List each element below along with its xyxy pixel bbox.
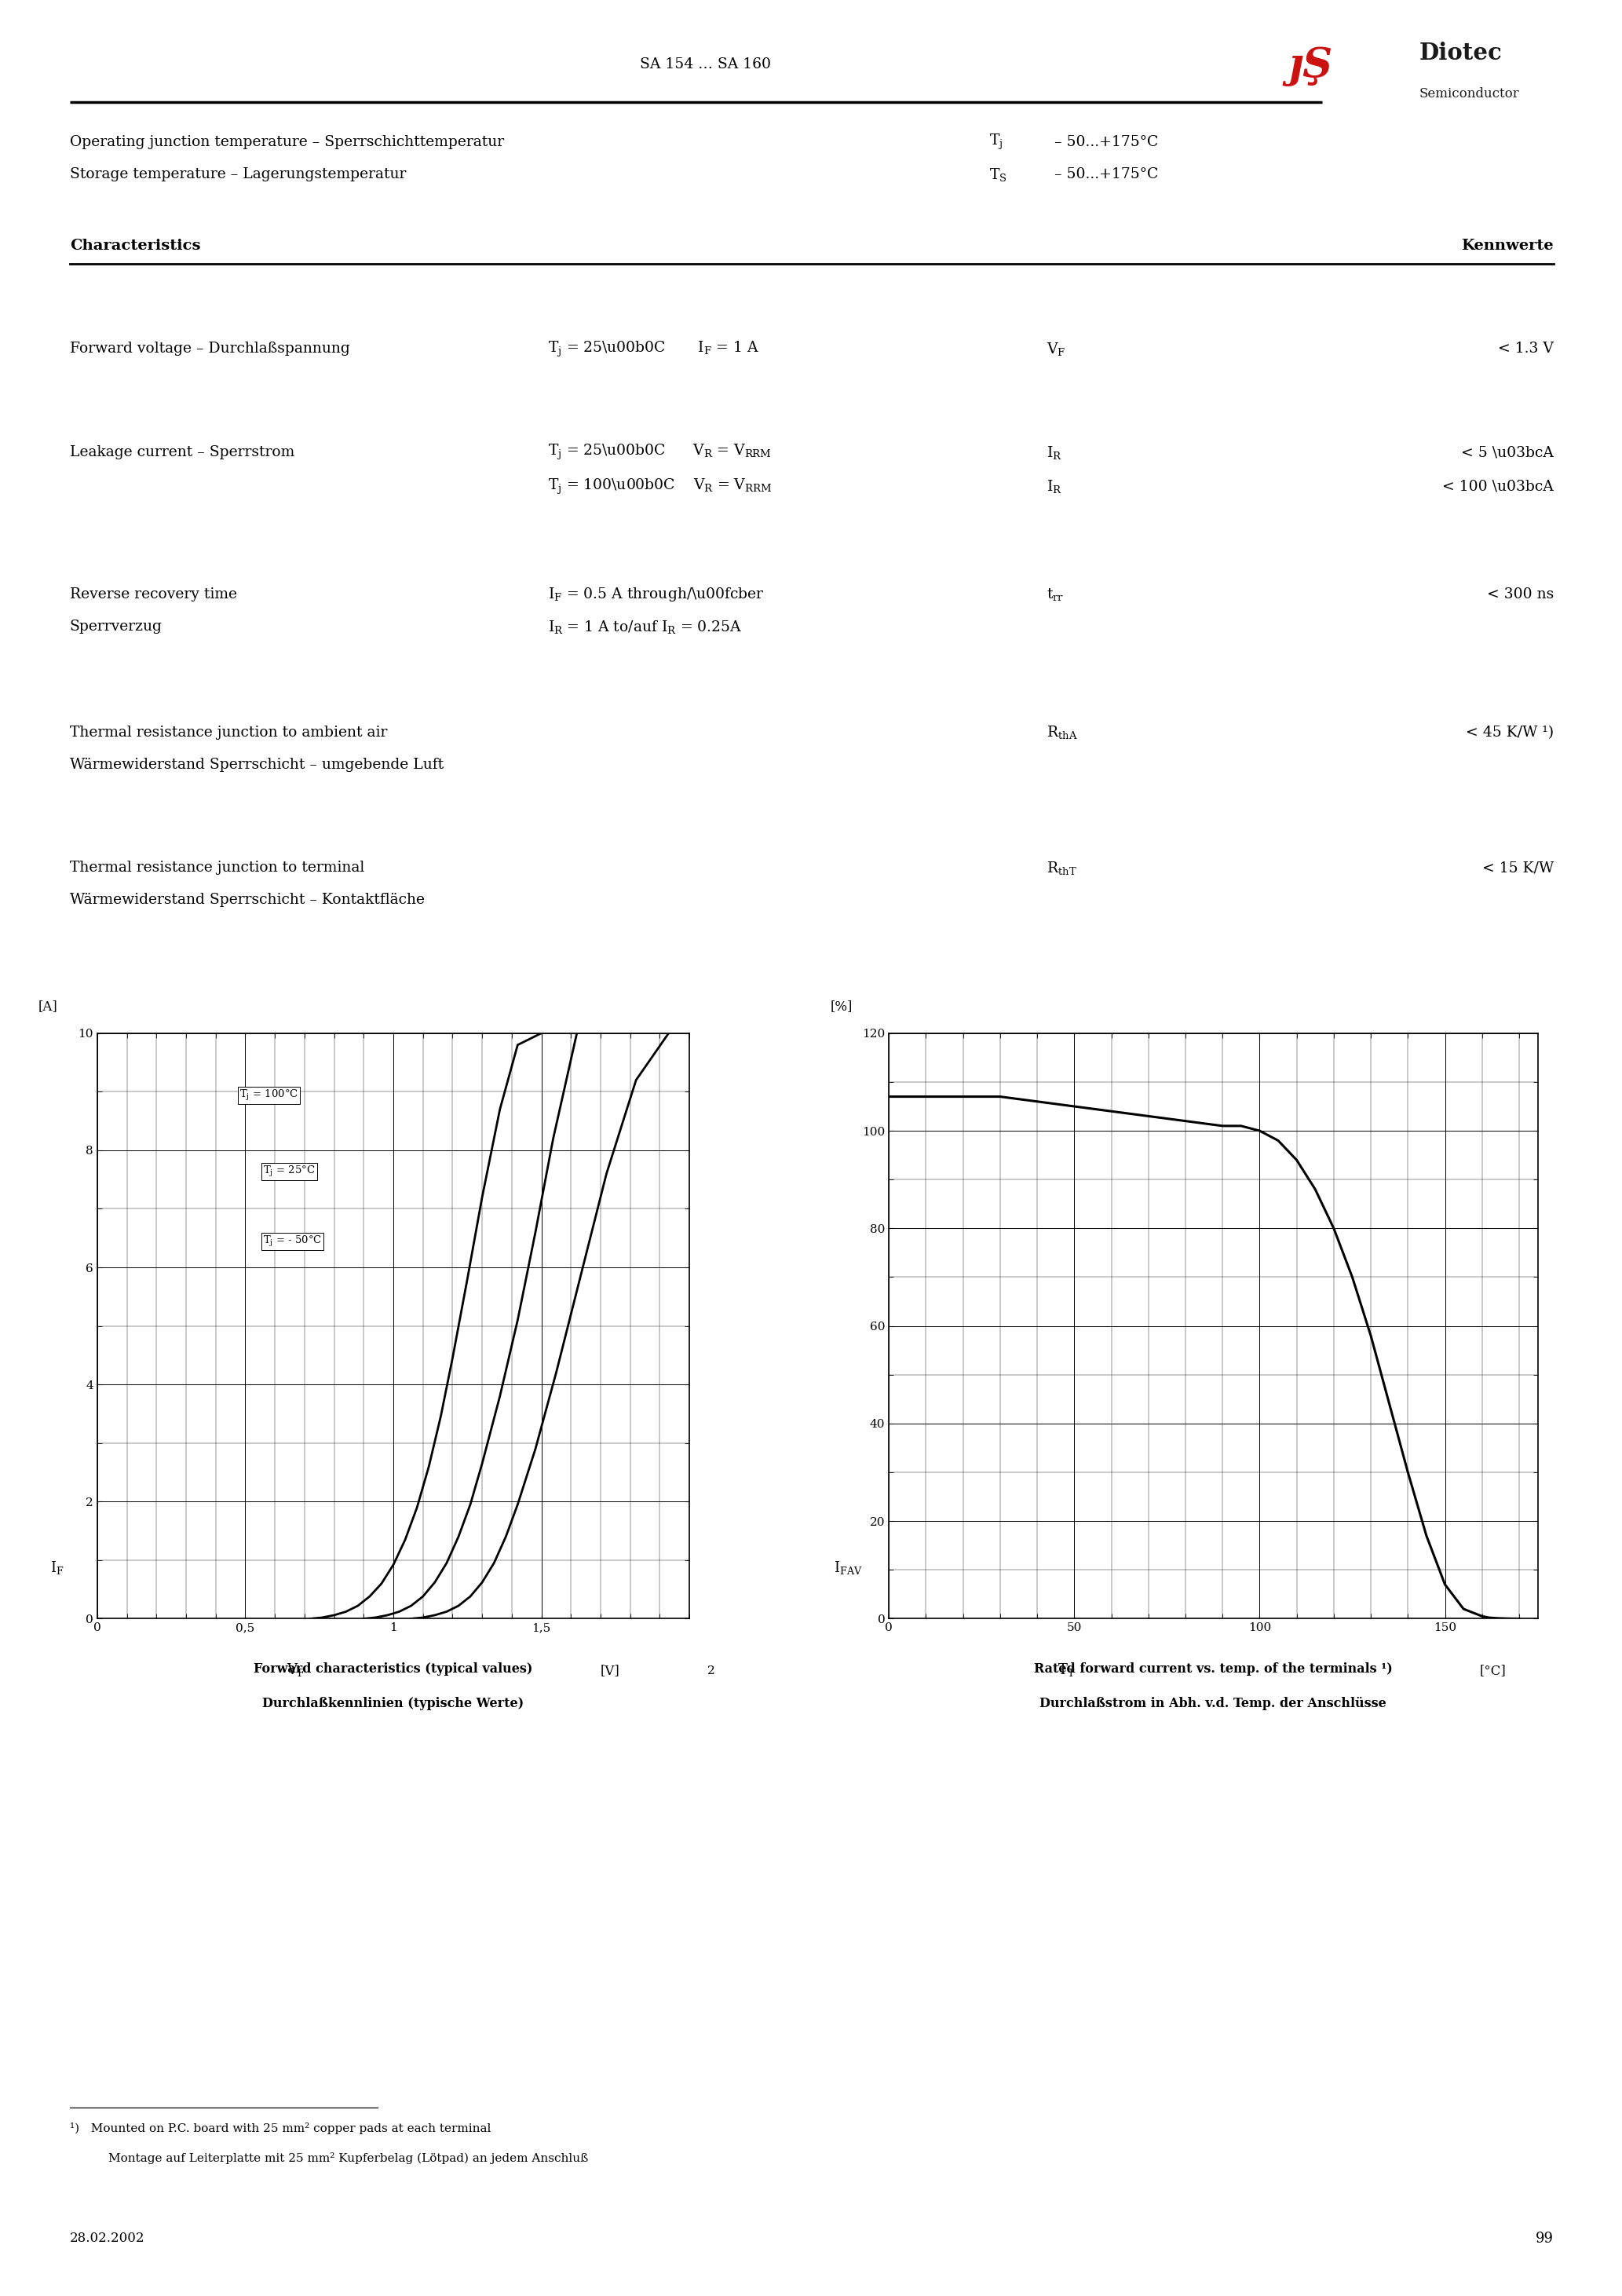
Text: Kennwerte: Kennwerte — [1461, 239, 1554, 253]
Text: T$_\mathregular{T}$: T$_\mathregular{T}$ — [1058, 1662, 1075, 1678]
Text: Leakage current – Sperrstrom: Leakage current – Sperrstrom — [70, 445, 295, 459]
Text: [V]: [V] — [600, 1665, 620, 1678]
Text: Forward voltage – Durchlaßspannung: Forward voltage – Durchlaßspannung — [70, 342, 350, 356]
Text: < 1.3 V: < 1.3 V — [1499, 342, 1554, 356]
Text: T$_\mathregular{j}$ = 25\u00b0C       I$_\mathregular{F}$ = 1 A: T$_\mathregular{j}$ = 25\u00b0C I$_\math… — [548, 340, 759, 358]
Text: [%]: [%] — [830, 999, 853, 1013]
Text: T$_\mathregular{j}$ = 25°C: T$_\mathregular{j}$ = 25°C — [263, 1164, 315, 1178]
Text: – 50...+175°C: – 50...+175°C — [1054, 168, 1158, 181]
Text: Storage temperature – Lagerungstemperatur: Storage temperature – Lagerungstemperatu… — [70, 168, 406, 181]
Text: T$_\mathregular{S}$: T$_\mathregular{S}$ — [989, 165, 1007, 184]
Text: Durchlaßstrom in Abh. v.d. Temp. der Anschlüsse: Durchlaßstrom in Abh. v.d. Temp. der Ans… — [1040, 1697, 1387, 1711]
Text: R$_\mathregular{thT}$: R$_\mathregular{thT}$ — [1046, 859, 1077, 877]
Text: Rated forward current vs. temp. of the terminals ¹): Rated forward current vs. temp. of the t… — [1033, 1662, 1393, 1676]
Text: I$_\mathregular{FAV}$: I$_\mathregular{FAV}$ — [834, 1559, 863, 1575]
Text: T$_\mathregular{j}$: T$_\mathregular{j}$ — [989, 133, 1002, 152]
Text: < 100 \u03bcA: < 100 \u03bcA — [1442, 480, 1554, 494]
Text: I$_\mathregular{F}$: I$_\mathregular{F}$ — [50, 1559, 63, 1575]
Text: I$_\mathregular{R}$: I$_\mathregular{R}$ — [1046, 443, 1062, 461]
Text: V$_\mathregular{F}$: V$_\mathregular{F}$ — [287, 1662, 305, 1678]
Text: T$_\mathregular{j}$ = 100\u00b0C    V$_\mathregular{R}$ = V$_\mathregular{RRM}$: T$_\mathregular{j}$ = 100\u00b0C V$_\mat… — [548, 478, 772, 496]
Text: I$_\mathregular{R}$: I$_\mathregular{R}$ — [1046, 478, 1062, 496]
Text: I$_\mathregular{F}$ = 0.5 A through/\u00fcber: I$_\mathregular{F}$ = 0.5 A through/\u00… — [548, 585, 764, 604]
Text: T$_\mathregular{j}$ = 25\u00b0C      V$_\mathregular{R}$ = V$_\mathregular{RRM}$: T$_\mathregular{j}$ = 25\u00b0C V$_\math… — [548, 443, 772, 461]
Text: [°C]: [°C] — [1479, 1665, 1505, 1678]
Text: Characteristics: Characteristics — [70, 239, 201, 253]
Text: < 5 \u03bcA: < 5 \u03bcA — [1461, 445, 1554, 459]
Text: 28.02.2002: 28.02.2002 — [70, 2232, 144, 2245]
Text: [A]: [A] — [39, 999, 57, 1013]
Text: T$_\mathregular{j}$ = 100°C: T$_\mathregular{j}$ = 100°C — [240, 1088, 298, 1102]
Text: ȷŞ: ȷŞ — [1288, 46, 1333, 87]
Text: R$_\mathregular{thA}$: R$_\mathregular{thA}$ — [1046, 723, 1077, 742]
Text: Reverse recovery time: Reverse recovery time — [70, 588, 237, 602]
Text: ¹)   Mounted on P.C. board with 25 mm² copper pads at each terminal: ¹) Mounted on P.C. board with 25 mm² cop… — [70, 2122, 491, 2135]
Text: < 45 K/W ¹): < 45 K/W ¹) — [1466, 726, 1554, 739]
Text: Wärmewiderstand Sperrschicht – umgebende Luft: Wärmewiderstand Sperrschicht – umgebende… — [70, 758, 443, 771]
Text: Thermal resistance junction to ambient air: Thermal resistance junction to ambient a… — [70, 726, 388, 739]
Text: Thermal resistance junction to terminal: Thermal resistance junction to terminal — [70, 861, 365, 875]
Text: SA 154 … SA 160: SA 154 … SA 160 — [641, 57, 770, 71]
Text: V$_\mathregular{F}$: V$_\mathregular{F}$ — [1046, 340, 1066, 358]
Text: – 50...+175°C: – 50...+175°C — [1054, 135, 1158, 149]
Text: 99: 99 — [1536, 2232, 1554, 2245]
Text: Montage auf Leiterplatte mit 25 mm² Kupferbelag (Lötpad) an jedem Anschluß: Montage auf Leiterplatte mit 25 mm² Kupf… — [109, 2151, 589, 2165]
Text: I$_\mathregular{R}$ = 1 A to/auf I$_\mathregular{R}$ = 0.25A: I$_\mathregular{R}$ = 1 A to/auf I$_\mat… — [548, 618, 741, 636]
Text: Durchlaßkennlinien (typische Werte): Durchlaßkennlinien (typische Werte) — [263, 1697, 524, 1711]
Text: T$_\mathregular{j}$ = - 50°C: T$_\mathregular{j}$ = - 50°C — [263, 1235, 323, 1249]
Text: Sperrverzug: Sperrverzug — [70, 620, 162, 634]
Text: 2: 2 — [707, 1665, 715, 1676]
Text: Semiconductor: Semiconductor — [1419, 87, 1520, 101]
Text: Wärmewiderstand Sperrschicht – Kontaktfläche: Wärmewiderstand Sperrschicht – Kontaktfl… — [70, 893, 425, 907]
Text: < 300 ns: < 300 ns — [1487, 588, 1554, 602]
Text: Diotec: Diotec — [1419, 41, 1502, 64]
Text: Forward characteristics (typical values): Forward characteristics (typical values) — [253, 1662, 534, 1676]
Text: < 15 K/W: < 15 K/W — [1483, 861, 1554, 875]
Text: t$_\mathregular{rr}$: t$_\mathregular{rr}$ — [1046, 588, 1064, 602]
Text: Operating junction temperature – Sperrschichttemperatur: Operating junction temperature – Sperrsc… — [70, 135, 504, 149]
